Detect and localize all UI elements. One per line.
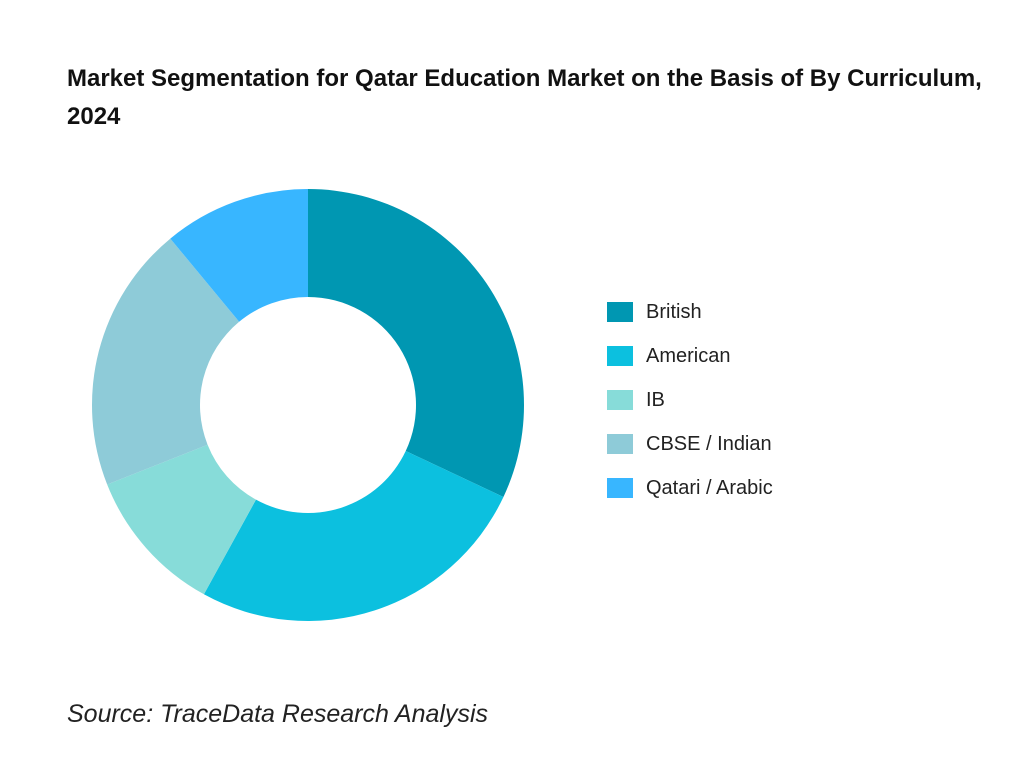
source-note: Source: TraceData Research Analysis <box>67 700 489 728</box>
legend-item: British <box>607 290 773 334</box>
chart-legend: British American IB CBSE / Indian Qatari / A… <box>607 290 773 510</box>
slice-cbse-indian <box>92 238 240 485</box>
legend-label: British <box>646 300 702 323</box>
slice-ib <box>107 444 256 595</box>
legend-swatch <box>607 478 633 498</box>
legend-item: IB <box>607 378 773 422</box>
chart-title: Market Segmentation for Qatar Education … <box>67 65 982 130</box>
legend-item: American <box>607 334 773 378</box>
legend-swatch <box>607 390 633 410</box>
legend-label: American <box>646 344 731 367</box>
slice-american <box>203 450 504 621</box>
legend-label: Qatari / Arabic <box>646 476 773 499</box>
donut-slices <box>92 189 524 621</box>
slice-qatari-arabic <box>170 189 308 322</box>
legend-swatch <box>607 346 633 366</box>
slice-british <box>308 189 524 497</box>
legend-label: IB <box>646 388 665 411</box>
legend-item: Qatari / Arabic <box>607 466 773 510</box>
legend-swatch <box>607 434 633 454</box>
legend-swatch <box>607 302 633 322</box>
legend-label: CBSE / Indian <box>646 432 772 455</box>
legend-item: CBSE / Indian <box>607 422 773 466</box>
